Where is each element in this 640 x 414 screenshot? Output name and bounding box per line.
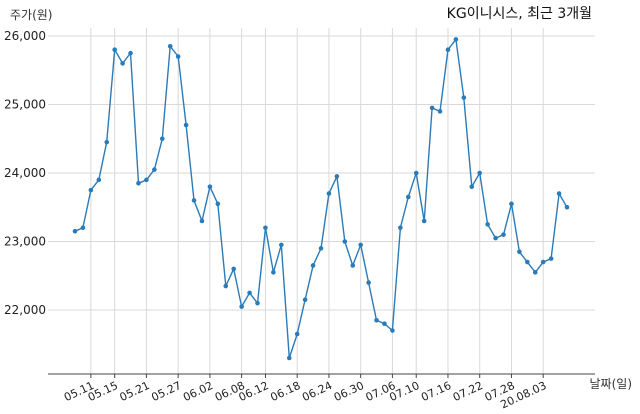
data-point [421, 218, 427, 224]
data-point [509, 201, 514, 207]
data-point [144, 177, 149, 183]
data-point [223, 283, 229, 289]
data-point [80, 225, 86, 231]
y-tick-label: 22,000 [4, 303, 46, 317]
x-tick-label: 06.02 [181, 379, 215, 404]
data-point [247, 290, 252, 296]
series-layer [72, 37, 570, 361]
data-point [445, 47, 451, 52]
grid-lines [48, 28, 595, 374]
data-point [382, 321, 387, 327]
data-point [152, 167, 157, 172]
data-point [215, 201, 221, 207]
y-axis-label: 주가(원) [10, 8, 52, 22]
data-point [374, 317, 379, 323]
data-point [191, 198, 197, 203]
data-point [136, 180, 141, 186]
data-point [342, 239, 348, 244]
data-point [302, 297, 308, 303]
y-tick-label: 23,000 [4, 235, 46, 249]
data-point [429, 105, 435, 111]
x-tick-label: 07.22 [451, 379, 485, 404]
data-point [255, 300, 260, 306]
data-point [88, 187, 94, 193]
data-point [453, 37, 459, 42]
data-point [286, 355, 292, 361]
data-point [501, 232, 506, 237]
x-tick-label: 06.24 [300, 379, 334, 404]
data-point [271, 270, 276, 275]
data-point [540, 259, 546, 265]
data-point [159, 136, 165, 142]
data-point [263, 225, 268, 231]
y-tick-label: 25,000 [4, 98, 46, 112]
y-tick-label: 26,000 [4, 29, 46, 43]
x-tick-label: 06.30 [332, 379, 366, 404]
axes: 22,00023,00024,00025,00026,00005.1105.15… [4, 29, 595, 411]
data-point [112, 47, 117, 52]
data-point [183, 122, 189, 128]
data-point [279, 242, 284, 248]
x-tick-label: 05.21 [118, 379, 152, 404]
data-point [294, 331, 300, 337]
data-point [175, 54, 181, 59]
data-point [548, 256, 554, 261]
data-point [564, 204, 570, 210]
data-point [318, 246, 324, 251]
x-tick-label: 06.18 [268, 379, 302, 404]
data-point [398, 225, 403, 231]
data-point [207, 184, 213, 189]
data-point [104, 139, 110, 145]
data-point [167, 43, 173, 49]
data-point [413, 170, 419, 176]
data-point [366, 280, 371, 285]
data-point [493, 235, 498, 241]
data-point [199, 218, 205, 224]
data-point [477, 170, 483, 176]
x-tick-label: 07.16 [419, 379, 453, 404]
data-point [334, 174, 340, 179]
y-tick-label: 24,000 [4, 166, 46, 180]
data-point [120, 61, 125, 66]
data-point [350, 263, 356, 268]
data-point [239, 304, 244, 309]
labels: KG이니시스, 최근 3개월 주가(원) 날짜(일) [10, 6, 632, 391]
data-point [469, 184, 475, 189]
data-point [310, 263, 316, 268]
chart-title: KG이니시스, 최근 3개월 [447, 6, 592, 22]
x-axis-label: 날짜(일) [590, 377, 632, 391]
data-point [437, 109, 443, 114]
data-point [461, 95, 467, 100]
data-point [358, 242, 363, 248]
data-point [96, 177, 102, 183]
data-point [128, 50, 133, 56]
data-point [231, 266, 237, 272]
x-tick-label: 05.27 [149, 379, 183, 404]
data-point [326, 191, 332, 196]
data-point [405, 194, 411, 200]
data-point [485, 222, 490, 227]
data-point [525, 259, 530, 265]
data-point [532, 270, 538, 275]
data-point [517, 249, 522, 255]
data-point [390, 328, 395, 333]
data-point [72, 228, 78, 234]
data-point [556, 191, 562, 196]
